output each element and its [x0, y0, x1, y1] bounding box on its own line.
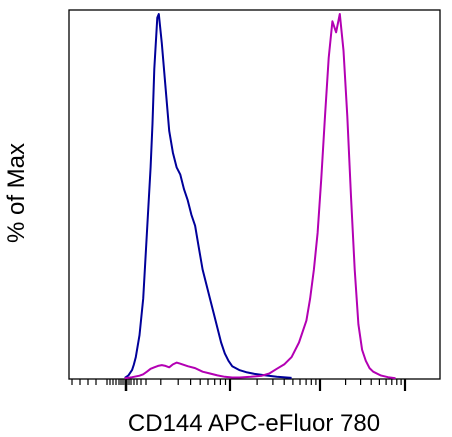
histogram-series-1: [124, 13, 292, 379]
x-axis-label: CD144 APC-eFluor 780: [128, 410, 380, 437]
y-axis-label: % of Max: [3, 143, 30, 243]
histogram-series-2: [124, 13, 396, 380]
plot-frame: [68, 9, 441, 380]
series-layer: [124, 13, 396, 380]
x-axis-ticks: [71, 379, 407, 391]
